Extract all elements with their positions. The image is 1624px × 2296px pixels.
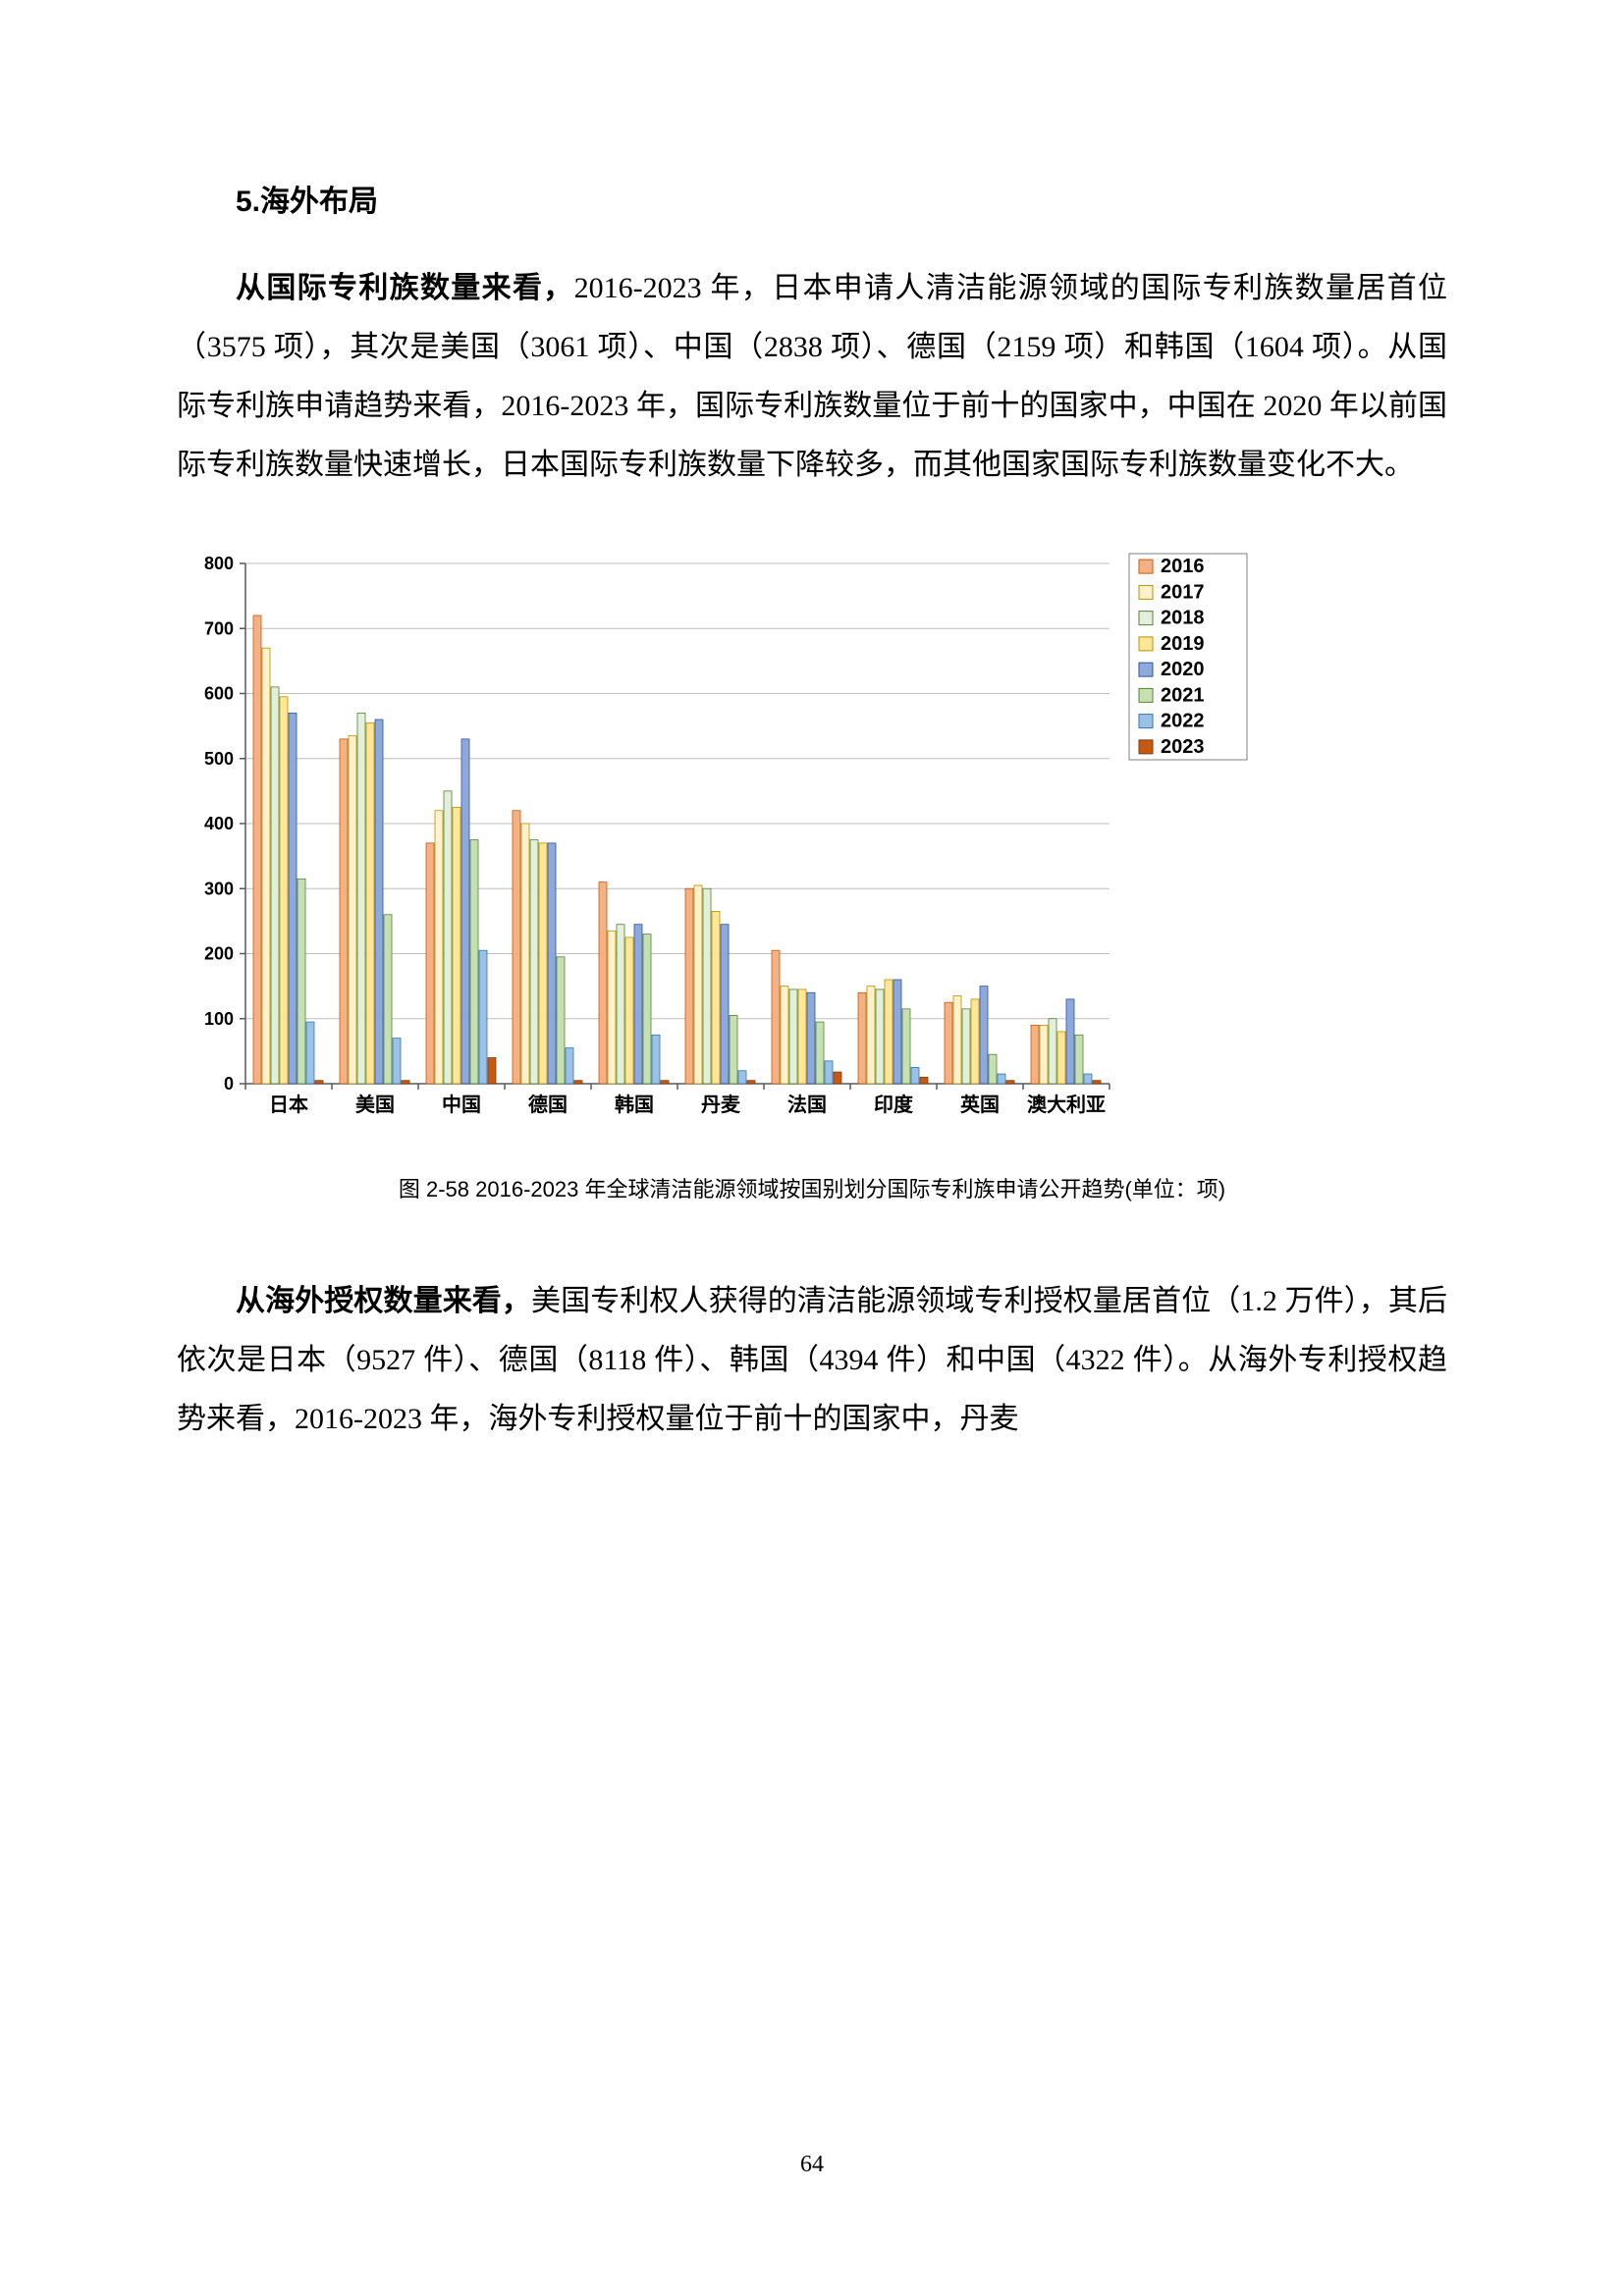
svg-text:800: 800 — [204, 554, 234, 573]
paragraph-1: 从国际专利族数量来看，2016-2023 年，日本申请人清洁能源领域的国际专利族… — [177, 259, 1447, 495]
svg-text:400: 400 — [204, 814, 234, 833]
svg-text:2017: 2017 — [1161, 581, 1205, 603]
para2-lead: 从海外授权数量来看， — [236, 1285, 531, 1317]
chart-caption: 图 2-58 2016-2023 年全球清洁能源领域按国别划分国际专利族申请公开… — [177, 1172, 1447, 1203]
svg-text:中国: 中国 — [442, 1093, 481, 1116]
page-number: 64 — [0, 2152, 1624, 2178]
svg-text:德国: 德国 — [528, 1093, 568, 1116]
bar-chart: 0 100 200 300 400 500 600 700 800 日本 美国 中国 德国 韩国 丹麦 法国 印… — [177, 544, 1257, 1143]
svg-text:2018: 2018 — [1161, 608, 1205, 629]
paragraph-2: 从海外授权数量来看，美国专利权人获得的清洁能源领域专利授权量居首位（1.2 万件… — [177, 1272, 1447, 1449]
svg-text:200: 200 — [204, 944, 234, 964]
svg-text:2019: 2019 — [1161, 633, 1205, 655]
svg-text:2016: 2016 — [1161, 556, 1205, 577]
svg-text:丹麦: 丹麦 — [701, 1093, 741, 1116]
svg-text:300: 300 — [204, 879, 234, 898]
svg-text:2020: 2020 — [1161, 659, 1205, 680]
svg-text:韩国: 韩国 — [615, 1093, 654, 1116]
svg-text:700: 700 — [204, 618, 234, 638]
svg-text:500: 500 — [204, 749, 234, 769]
svg-text:印度: 印度 — [874, 1093, 914, 1116]
svg-text:2023: 2023 — [1161, 736, 1205, 758]
svg-text:600: 600 — [204, 684, 234, 704]
svg-text:日本: 日本 — [269, 1094, 308, 1116]
svg-text:法国: 法国 — [787, 1093, 827, 1116]
section-heading: 5.海外布局 — [236, 177, 1447, 220]
svg-text:2021: 2021 — [1161, 684, 1205, 706]
svg-text:澳大利亚: 澳大利亚 — [1027, 1093, 1106, 1116]
svg-text:2022: 2022 — [1161, 711, 1205, 732]
svg-text:英国: 英国 — [960, 1093, 1000, 1116]
para1-lead: 从国际专利族数量来看， — [236, 272, 574, 304]
svg-text:美国: 美国 — [355, 1093, 395, 1116]
svg-text:100: 100 — [204, 1009, 234, 1029]
svg-text:0: 0 — [224, 1074, 234, 1094]
bar-chart-container: 0 100 200 300 400 500 600 700 800 日本 美国 中国 德国 韩国 丹麦 法国 印… — [177, 544, 1257, 1143]
